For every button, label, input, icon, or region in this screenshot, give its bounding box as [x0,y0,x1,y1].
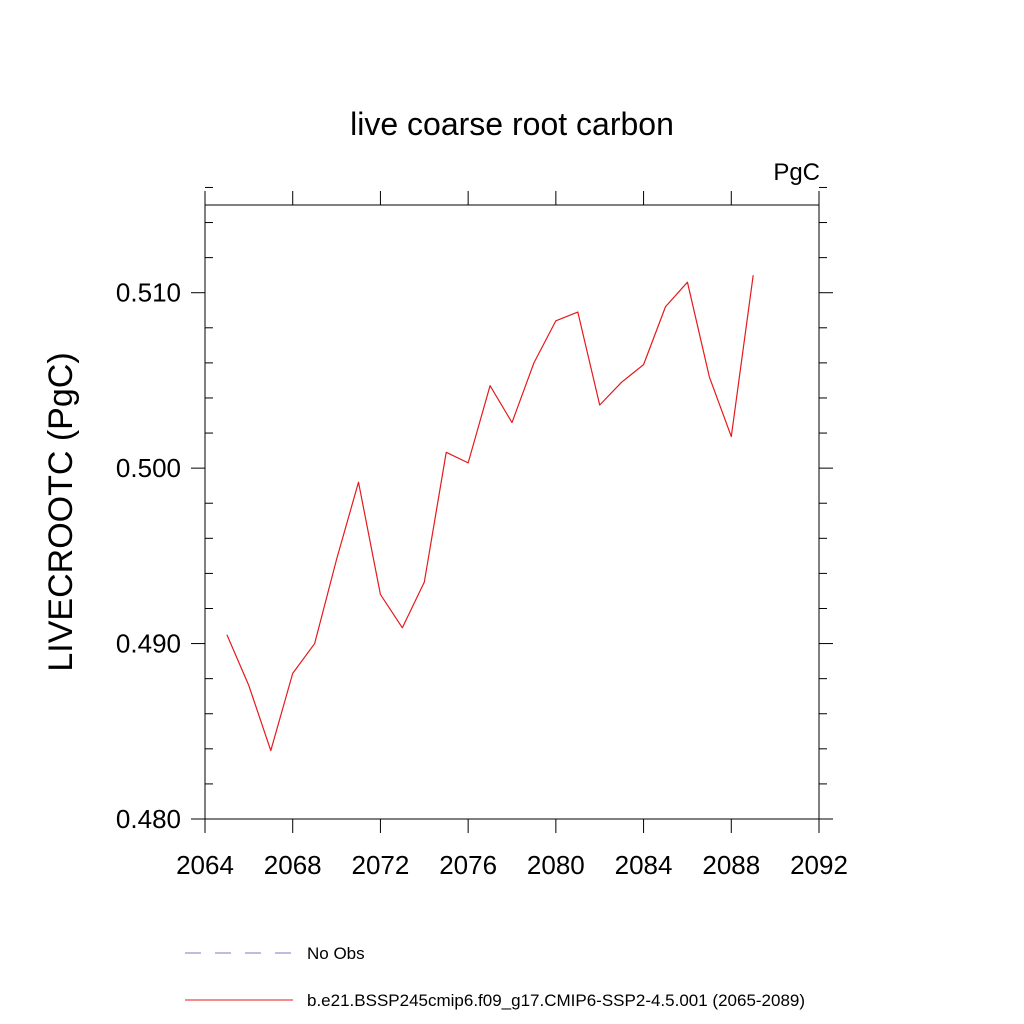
x-tick-label: 2088 [702,850,760,880]
y-axis-label: LIVECROOTC (PgC) [42,352,80,671]
x-tick-label: 2080 [527,850,585,880]
legend-label-no-obs: No Obs [307,944,365,963]
units-label: PgC [773,159,820,186]
y-tick-label: 0.490 [116,629,181,659]
y-tick-label: 0.480 [116,804,181,834]
legend: No Obs b.e21.BSSP245cmip6.f09_g17.CMIP6-… [185,944,805,1010]
x-tick-label: 2072 [352,850,410,880]
series-layer [226,275,754,752]
plot-frame [204,204,820,820]
axis-ticks [191,186,833,833]
axis-tick-labels: 2064 2068 2072 2076 2080 2084 2088 2092 0.480 0.4… [116,278,848,880]
y-tick-label: 0.500 [116,453,181,483]
x-tick-label: 2064 [176,850,234,880]
chart-title: live coarse root carbon [350,106,674,142]
x-tick-label: 2092 [790,850,848,880]
x-tick-label: 2084 [615,850,673,880]
series-line [226,275,754,752]
x-tick-label: 2068 [264,850,322,880]
legend-label-run: b.e21.BSSP245cmip6.f09_g17.CMIP6-SSP2-4.… [307,991,805,1010]
y-tick-label: 0.510 [116,278,181,308]
x-tick-label: 2076 [439,850,497,880]
